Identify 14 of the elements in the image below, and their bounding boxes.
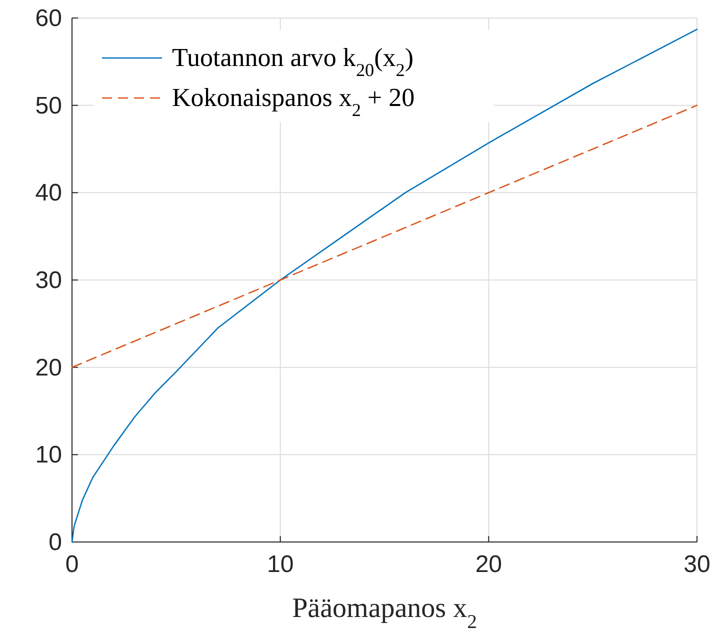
y-tick-label: 40 bbox=[35, 180, 62, 207]
x-axis-title: Pääomapanos x$_{2}$ bbox=[292, 593, 477, 632]
y-tick-label: 60 bbox=[35, 5, 62, 32]
y-tick-label: 0 bbox=[48, 529, 62, 556]
x-tick-label: 30 bbox=[684, 551, 710, 578]
y-tick-label: 20 bbox=[35, 354, 62, 382]
y-tick-label: 50 bbox=[35, 92, 62, 120]
x-tick-label: 20 bbox=[475, 551, 502, 578]
x-tick-label: 10 bbox=[266, 551, 294, 578]
y-tick-label: 30 bbox=[35, 267, 62, 294]
x-tick-label: 0 bbox=[65, 551, 79, 578]
y-tick-label: 10 bbox=[35, 442, 62, 469]
legend-label: Kokonaispanos x$_{2}$ + 20 bbox=[172, 83, 415, 120]
legend-label: Tuotannon arvo k$_{20}$(x$_{2}$) bbox=[172, 43, 414, 80]
